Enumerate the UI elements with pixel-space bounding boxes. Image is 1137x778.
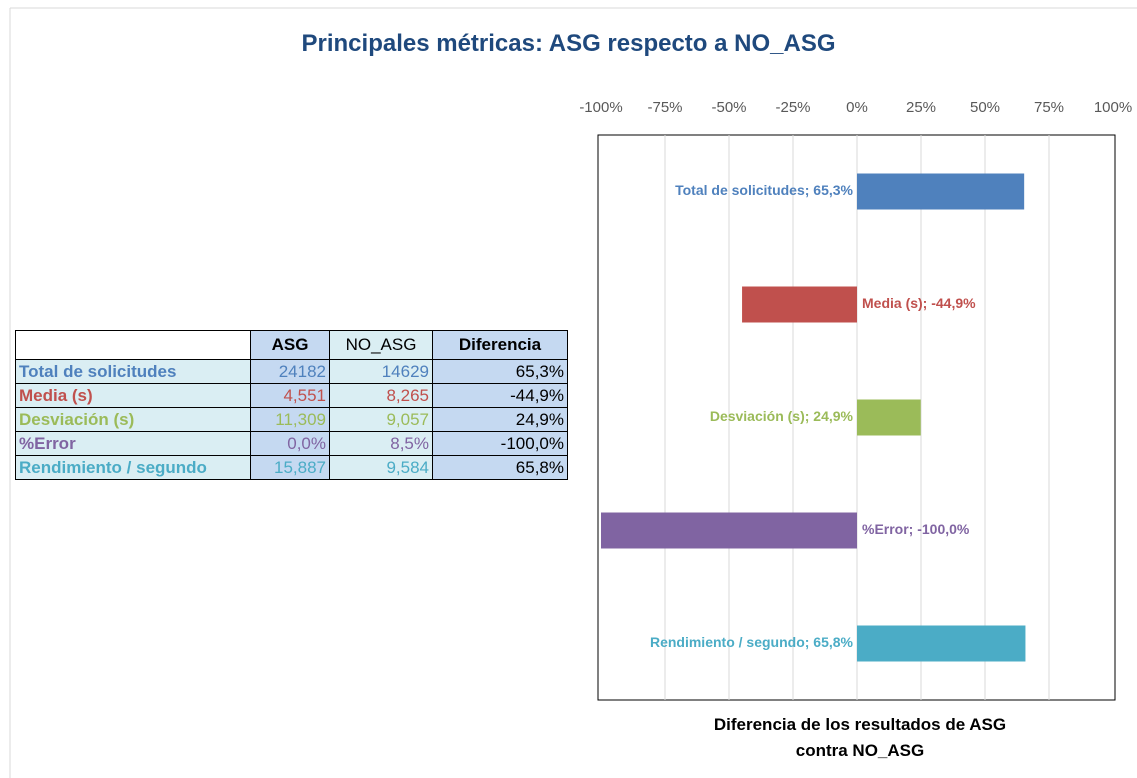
header-row: ASG NO_ASG Diferencia [15,330,568,360]
title: Principales métricas: ASG respecto a NO_… [301,30,836,57]
table-cell: Media (s) [15,383,251,408]
table-cell: NO_ASG [329,330,433,360]
x-tick-label: 100% [1094,99,1132,116]
bar [857,625,1026,662]
data-label: Rendimiento / segundo; 65,8% [650,634,854,650]
table-cell: 24182 [250,359,330,384]
bar [857,173,1025,210]
table-cell: 9,584 [329,455,433,480]
table-cell: 8,5% [329,431,433,456]
table-row: Media (s) 4,551 8,265 -44,9% [15,383,568,408]
table-row: %Error 0,0% 8,5% -100,0% [15,431,568,456]
x-tick-label: -50% [711,99,746,116]
table-cell: Desviación (s) [15,407,251,432]
data-label: Media (s); -44,9% [862,295,976,311]
table-cell: 8,265 [329,383,433,408]
x-tick-label: -75% [647,99,682,116]
table-row: Desviación (s) 11,309 9,057 24,9% [15,407,568,432]
table-cell: 65,3% [432,359,568,384]
data-label: Total de solicitudes; 65,3% [675,182,853,198]
table-cell: 11,309 [250,407,330,432]
table-row: Total de solicitudes 24182 14629 65,3% [15,359,568,384]
table-cell: %Error [15,431,251,456]
table-cell: 0,0% [250,431,330,456]
bar [857,399,921,436]
data-label: Desviación (s); 24,9% [710,408,854,424]
bar [601,512,857,549]
table-cell [15,330,251,360]
x-tick-label: 25% [906,99,936,116]
table-cell: 24,9% [432,407,568,432]
table-cell: 14629 [329,359,433,384]
table-row: Rendimiento / segundo 15,887 9,584 65,8% [15,455,568,480]
table-cell: Rendimiento / segundo [15,455,251,480]
x-tick-label: -100% [579,99,622,116]
data-label: %Error; -100,0% [862,521,970,537]
table-cell: 4,551 [250,383,330,408]
x-tick-label: 75% [1034,99,1064,116]
table-cell: -100,0% [432,431,568,456]
table-cell: -44,9% [432,383,568,408]
data-table: ASG NO_ASG Diferencia Total de solicitudes 2… [15,330,568,480]
table-cell: 65,8% [432,455,568,480]
table-cell: ASG [250,330,330,360]
x-tick-label: 0% [846,99,868,116]
x-tick-label: -25% [775,99,810,116]
x-axis-title: Diferencia de los resultados de ASG cont… [713,715,1007,760]
x-tick-label: 50% [970,99,1000,116]
table-cell: 15,887 [250,455,330,480]
table-body: ASG NO_ASG Diferencia Total de solicitudes 2… [15,330,568,480]
bar [742,286,857,323]
table-cell: 9,057 [329,407,433,432]
table-cell: Diferencia [432,330,568,360]
table-cell: Total de solicitudes [15,359,251,384]
